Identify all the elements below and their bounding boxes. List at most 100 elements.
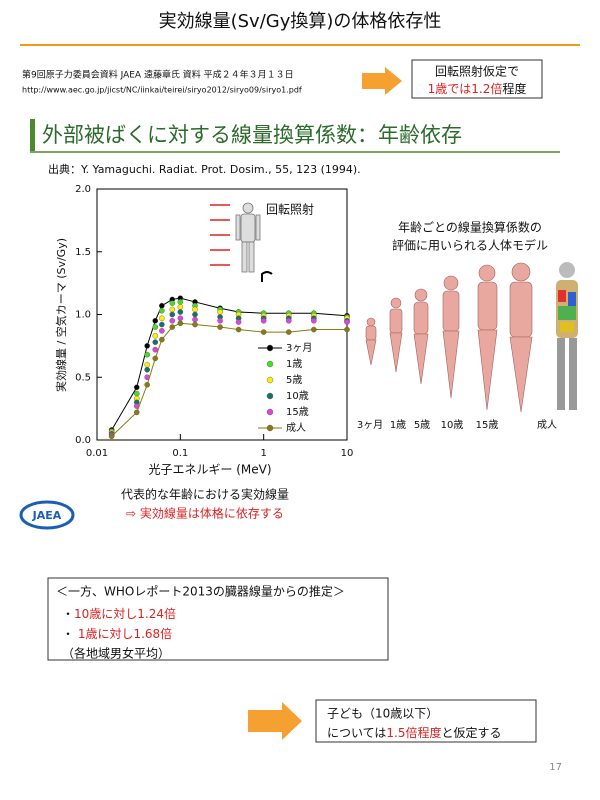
data-point (169, 306, 176, 313)
legend-marker (266, 408, 274, 416)
model-label: 15歳 (476, 419, 499, 431)
data-point (217, 317, 223, 324)
text: 程度 (502, 81, 526, 96)
highlight: 10歳に対し1.24倍 (74, 606, 176, 621)
legend-marker (266, 424, 274, 432)
data-point (152, 324, 159, 330)
data-point (177, 304, 184, 310)
data-point (217, 309, 223, 315)
citation: 出典：Y. Yamaguchi. Radiat. Prot. Dosim., 5… (48, 162, 361, 176)
x-axis-label: 光子エネルギー (MeV) (148, 463, 271, 477)
data-point (159, 336, 165, 343)
data-point (169, 300, 176, 307)
bullet: ・ (62, 607, 74, 621)
data-point (152, 317, 159, 324)
data-point (177, 320, 184, 327)
arrow (248, 702, 302, 740)
data-point (144, 351, 150, 358)
data-point (177, 299, 184, 305)
callout-text: 回転照射仮定で (435, 64, 519, 79)
highlight: 1歳では1.2倍 (428, 81, 503, 96)
data-point (217, 324, 223, 330)
text: と仮定する (442, 725, 502, 740)
models-caption: 年齢ごとの線量換算係数の (398, 220, 542, 235)
data-point (159, 328, 165, 334)
legend-marker (266, 376, 274, 384)
data-point (177, 309, 184, 315)
legend-marker (266, 392, 274, 400)
model-label: 5歳 (414, 419, 430, 431)
who-note: （各地域男女平均） (62, 646, 170, 661)
legend-label: 10歳 (286, 390, 309, 402)
data-point (144, 361, 150, 368)
y-tick-label: 0.5 (75, 372, 91, 383)
legend-label: 15歳 (286, 406, 309, 418)
x-tick-label: 10 (341, 448, 354, 459)
legend-label: 3ヶ月 (286, 342, 312, 354)
data-point (235, 319, 242, 325)
x-tick-label: 1 (260, 448, 266, 459)
callout-text: 1歳では1.2倍程度 (428, 81, 527, 96)
data-point (152, 333, 159, 339)
data-point (344, 319, 350, 325)
who-title: ＜一方、WHOレポート2013の臓器線量からの推定＞ (56, 584, 345, 599)
data-point (169, 311, 176, 318)
data-point (169, 324, 176, 330)
models-caption: 評価に用いられる人体モデル (392, 238, 548, 253)
x-tick-label: 0.01 (86, 448, 108, 459)
y-tick-label: 0.0 (75, 435, 91, 446)
data-point (192, 321, 198, 328)
data-point (169, 317, 176, 324)
data-point (344, 326, 350, 333)
data-point (177, 315, 184, 322)
data-point (133, 390, 140, 397)
data-point (108, 433, 115, 440)
data-point (152, 346, 159, 353)
section-heading: 外部被ばくに対する線量換算係数：年齢依存 (42, 123, 462, 147)
highlight: 1.5倍程度 (386, 725, 441, 740)
model-label: 1歳 (390, 419, 406, 431)
chart: 回転照射 光子エネルギー (MeV) 実効線量 / 空気カーマ (Sv/Gy) … (54, 184, 353, 477)
adult-phantom (556, 262, 578, 410)
data-point (152, 339, 159, 345)
data-point (192, 311, 198, 318)
data-point (192, 306, 198, 313)
model-label: 3ヶ月 (357, 419, 383, 431)
who-item: ・10歳に対し1.24倍 (62, 606, 176, 621)
data-point (285, 317, 292, 324)
x-tick-label: 0.1 (172, 448, 188, 459)
data-point (133, 409, 140, 416)
data-point (159, 315, 165, 322)
data-point (260, 317, 267, 324)
data-point (133, 384, 140, 391)
bullet: ・ (62, 627, 78, 641)
source-text: 第9回原子力委員会資料 JAEA 遠藤章氏 資料 平成２４年３月１３日 (22, 69, 294, 81)
logo-text: JAEA (32, 509, 62, 522)
annotation: 回転照射 (266, 202, 314, 217)
who-box (47, 577, 389, 661)
data-point (311, 326, 317, 333)
arrows (210, 204, 230, 266)
data-point (260, 329, 267, 335)
summary-text: ⇨ 実効線量は体格に依存する (126, 506, 284, 521)
data-point (159, 302, 165, 309)
data-point (311, 317, 317, 324)
conclusion-text: 子ども（10歳以下） (327, 707, 438, 721)
y-tick-label: 1.0 (75, 310, 91, 321)
data-point (235, 326, 242, 333)
data-point (159, 321, 165, 328)
data-point (159, 307, 165, 314)
rotation-arrow (261, 271, 273, 282)
phantoms (365, 262, 533, 413)
legend-label: 1歳 (286, 358, 302, 370)
callout-box (411, 59, 543, 99)
y-tick-label: 2.0 (75, 184, 91, 195)
human-figure (235, 202, 261, 273)
arrow (362, 67, 402, 95)
heading-bar (30, 119, 35, 151)
text: については (327, 726, 386, 740)
data-point (285, 329, 292, 335)
who-item: ・ 1歳に対し1.68倍 (62, 626, 172, 641)
legend-marker (266, 344, 274, 352)
